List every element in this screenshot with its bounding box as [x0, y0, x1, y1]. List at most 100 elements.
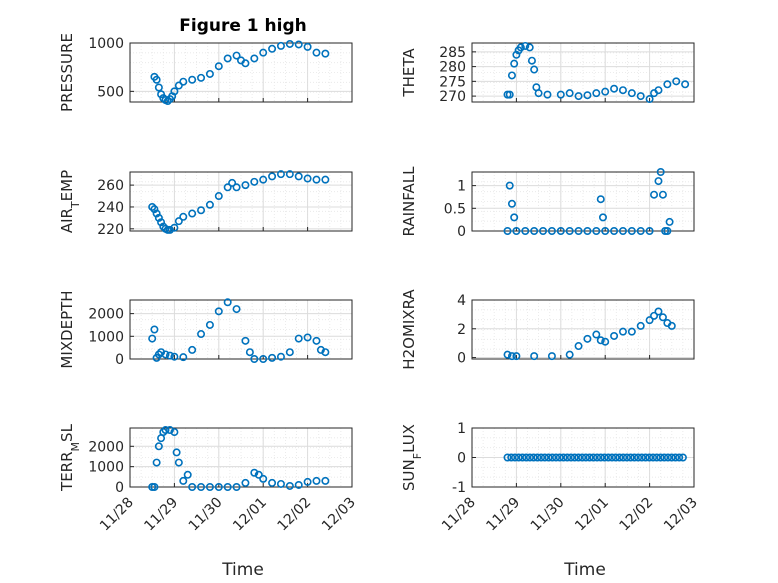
series-markers — [503, 307, 676, 361]
data-point — [583, 334, 592, 343]
series-markers — [503, 168, 674, 236]
y-tick-label: -1 — [452, 480, 466, 496]
y-axis-label: MIXDEPTH — [58, 290, 76, 368]
data-point — [529, 453, 538, 462]
data-point — [503, 453, 512, 462]
y-tick-label: 2000 — [88, 307, 124, 323]
y-axis-label: THETA — [400, 48, 418, 98]
data-point — [150, 325, 159, 334]
data-point — [596, 195, 605, 204]
data-point — [179, 212, 188, 221]
data-point — [165, 426, 174, 435]
data-point — [618, 86, 627, 95]
data-point — [276, 479, 285, 488]
data-point — [610, 84, 619, 93]
data-point — [627, 227, 636, 236]
y-axis-label: PRESSURE — [58, 33, 76, 112]
y-axis-label: H2OMIXRA — [400, 289, 418, 370]
data-point — [522, 453, 531, 462]
data-point — [543, 90, 552, 99]
y-axis-label: TERRMSL — [58, 423, 82, 492]
y-tick-label: 0.5 — [444, 201, 466, 217]
data-point — [654, 86, 663, 95]
data-point — [618, 227, 627, 236]
data-point — [636, 92, 645, 101]
data-point — [530, 352, 539, 361]
y-axis-label: RAINFALL — [400, 166, 418, 237]
y-tick-label: 1000 — [88, 460, 124, 476]
data-point — [610, 227, 619, 236]
data-point — [183, 470, 192, 479]
data-point — [303, 477, 312, 486]
data-point — [197, 330, 206, 339]
data-point — [521, 227, 530, 236]
y-tick-label: 280 — [439, 60, 466, 76]
data-point — [544, 453, 553, 462]
data-point — [654, 307, 663, 316]
data-point — [574, 342, 583, 351]
data-point — [636, 227, 645, 236]
y-tick-label: 240 — [97, 200, 124, 216]
data-point — [574, 92, 583, 101]
data-point — [505, 90, 514, 99]
data-point — [565, 227, 574, 236]
y-tick-label: 1000 — [88, 329, 124, 345]
data-point — [667, 453, 676, 462]
data-point — [665, 217, 674, 226]
data-point — [555, 453, 564, 462]
data-point — [525, 453, 534, 462]
data-point — [268, 172, 277, 181]
data-point — [214, 307, 223, 316]
data-point — [161, 426, 170, 435]
data-point — [285, 481, 294, 490]
series-markers — [150, 39, 330, 106]
data-point — [565, 89, 574, 98]
data-point — [174, 81, 183, 90]
data-point — [161, 350, 170, 359]
axes-box — [471, 299, 695, 360]
data-point — [585, 453, 594, 462]
data-point — [197, 73, 206, 82]
y-tick-label: 1000 — [88, 36, 124, 52]
data-point — [268, 44, 277, 53]
data-point — [578, 453, 587, 462]
x-axis-label-right: Time — [563, 560, 606, 580]
data-point — [627, 89, 636, 98]
data-point — [604, 453, 613, 462]
data-point — [630, 453, 639, 462]
data-point — [547, 352, 556, 361]
data-point — [170, 87, 179, 96]
y-tick-label: 260 — [97, 178, 124, 194]
data-point — [574, 453, 583, 462]
series-markers — [148, 170, 330, 234]
data-point — [241, 336, 250, 345]
y-tick-label: 0 — [457, 224, 466, 240]
data-point — [596, 336, 605, 345]
axes-box — [471, 42, 695, 103]
data-point — [312, 476, 321, 485]
data-point — [627, 327, 636, 336]
data-point — [678, 453, 687, 462]
data-point — [540, 453, 549, 462]
y-tick-label: 1 — [457, 179, 466, 195]
data-point — [510, 213, 519, 222]
y-axis-label: AIRTEMP — [58, 170, 82, 233]
data-point — [250, 354, 259, 363]
data-point — [645, 316, 654, 325]
data-point — [294, 40, 303, 49]
data-point — [592, 89, 601, 98]
y-tick-label: 500 — [97, 84, 124, 100]
axes-box — [129, 427, 353, 488]
data-point — [154, 442, 163, 451]
axes-box — [129, 42, 353, 103]
data-point — [514, 453, 523, 462]
data-point — [552, 453, 561, 462]
subplot-6: 0 2 4 H2OMIXRA — [400, 289, 695, 370]
data-point — [634, 453, 643, 462]
data-point — [548, 453, 557, 462]
data-point — [681, 80, 690, 89]
data-point — [170, 428, 179, 437]
data-point — [188, 345, 197, 354]
